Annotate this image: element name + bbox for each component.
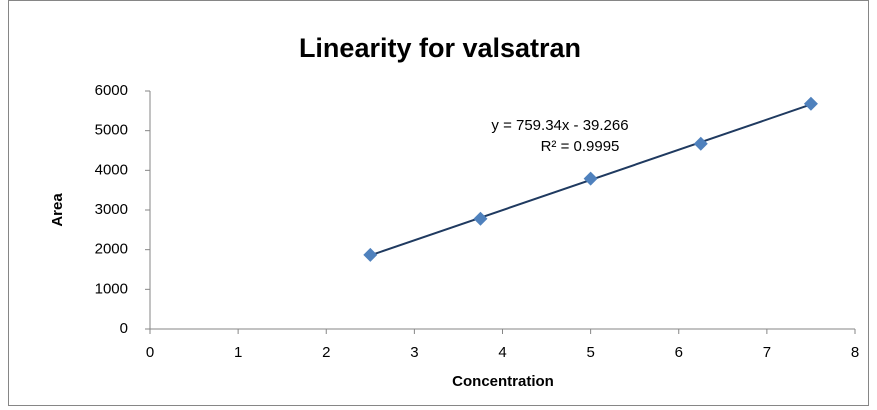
x-tick-label: 2 — [322, 344, 330, 361]
y-axis-label: Area — [49, 193, 66, 227]
y-tick-label: 3000 — [95, 201, 128, 218]
x-tick-label: 8 — [851, 344, 859, 361]
chart-border — [8, 0, 869, 406]
y-tick-label: 5000 — [95, 122, 128, 139]
x-tick-label: 6 — [675, 344, 683, 361]
annotation: R² = 0.9995 — [541, 138, 620, 155]
marker — [583, 171, 598, 186]
x-tick-label: 7 — [763, 344, 771, 361]
y-tick-label: 0 — [120, 320, 128, 337]
x-tick-label: 1 — [234, 344, 242, 361]
x-axis-label: Concentration — [452, 373, 554, 390]
y-tick-label: 6000 — [95, 82, 128, 99]
y-tick-label: 4000 — [95, 161, 128, 178]
y-tick-label: 2000 — [95, 241, 128, 258]
marker — [363, 247, 378, 262]
annotation: y = 759.34x - 39.266 — [491, 117, 628, 134]
y-tick-label: 1000 — [95, 280, 128, 297]
marker — [473, 211, 488, 226]
x-tick-label: 5 — [586, 344, 594, 361]
chart-title: Linearity for valsatran — [299, 33, 581, 63]
x-tick-label: 0 — [146, 344, 154, 361]
x-tick-label: 4 — [498, 344, 506, 361]
x-tick-label: 3 — [410, 344, 418, 361]
marker — [803, 96, 818, 111]
marker — [693, 136, 708, 151]
